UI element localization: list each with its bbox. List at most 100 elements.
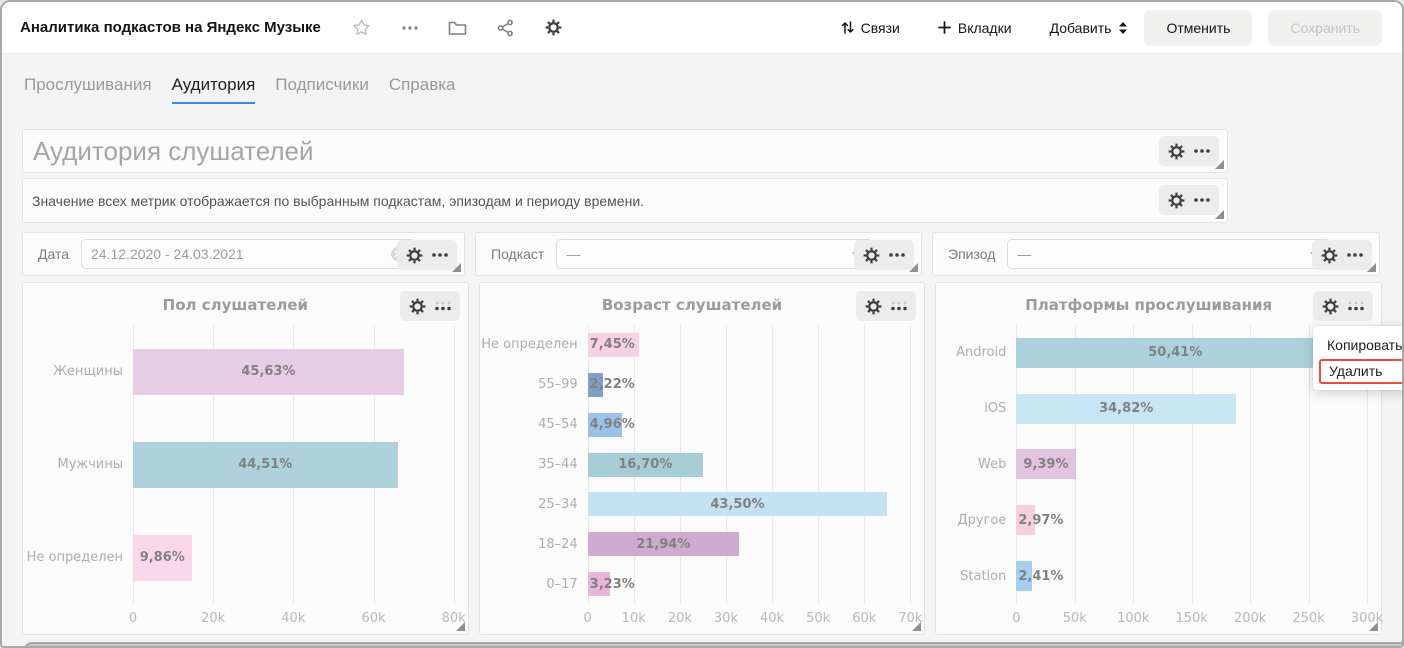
gear-icon[interactable] (409, 298, 426, 315)
charts-row: Пол слушателей Женщины Мужчины Не определе… (22, 282, 1384, 635)
share-icon[interactable] (495, 17, 517, 39)
tabs-link[interactable]: Вкладки (937, 20, 1012, 36)
tab-proslushivaniya[interactable]: Прослушивания (24, 75, 152, 94)
bar-rows: 50,41% 34,82% 9,39% 2,97% 2,41% (1016, 325, 1367, 604)
more-menu-icon[interactable] (1194, 198, 1210, 202)
bar-value-label: 2,22% (589, 377, 635, 393)
x-axis-tick: 100k (1117, 611, 1150, 626)
bar-row: 2,41% (1016, 548, 1367, 604)
bar-0–17[interactable]: 3,23% (587, 572, 635, 597)
y-axis: Android iOS Web Другое Station (946, 325, 1016, 604)
bar-value-label: 44,51% (238, 457, 293, 472)
tab-spravka[interactable]: Справка (388, 75, 456, 94)
podcast-select[interactable]: — (556, 239, 873, 269)
bar-row: 3,23% (587, 564, 911, 604)
resize-handle[interactable] (1215, 160, 1224, 169)
more-menu-icon[interactable] (889, 253, 905, 257)
bar-Web[interactable]: 9,39% (1016, 449, 1076, 480)
gear-icon[interactable] (1168, 143, 1185, 160)
bar-value-label: 21,94% (636, 536, 691, 552)
y-axis-label: Android (956, 345, 1007, 361)
gridline (910, 325, 912, 604)
resize-handle[interactable] (912, 622, 922, 631)
cancel-button[interactable]: Отменить (1144, 9, 1253, 46)
bar-Не определен[interactable]: 9,86% (133, 534, 192, 581)
bar-35–44[interactable]: 16,70% (587, 452, 703, 477)
tab-podpischiki[interactable]: Подписчики (275, 75, 369, 94)
menu-item-delete[interactable]: Удалить (1329, 363, 1383, 379)
dashboard-title: Аналитика подкастов на Яндекс Музыке (20, 19, 321, 36)
y-axis-label: 45–54 (538, 417, 578, 433)
x-axis-tick: 0 (128, 611, 138, 626)
more-menu-icon[interactable] (434, 301, 451, 311)
gear-icon[interactable] (1168, 192, 1185, 209)
x-axis-tick: 300k (1350, 611, 1384, 626)
bar-18–24[interactable]: 21,94% (587, 532, 739, 557)
add-dropdown[interactable]: Добавить (1050, 20, 1129, 36)
bar-Не определен[interactable]: 7,45% (587, 332, 639, 357)
more-menu-icon[interactable] (1194, 149, 1210, 153)
gridline (772, 325, 774, 604)
x-axis: 0 20k 40k 60k 80k (129, 611, 466, 627)
bar-Другое[interactable]: 2,97% (1016, 505, 1063, 536)
bar-Android[interactable]: 50,41% (1016, 337, 1335, 368)
filter-label: Дата (38, 246, 70, 262)
star-icon[interactable] (351, 17, 373, 39)
bar-25–34[interactable]: 43,50% (587, 492, 888, 517)
resize-handle[interactable] (909, 263, 918, 272)
date-range-input[interactable]: 24.12.2020 - 24.03.2021 (81, 239, 416, 269)
more-menu-icon[interactable] (1348, 301, 1364, 311)
folder-icon[interactable] (447, 17, 469, 39)
bar-Женщины[interactable]: 45,63% (133, 348, 404, 395)
y-axis-label: 0–17 (546, 576, 578, 592)
gear-icon[interactable] (865, 298, 882, 315)
y-axis-label: Женщины (53, 364, 123, 379)
plus-icon (937, 21, 951, 34)
x-axis-tick: 20k (667, 611, 692, 626)
bar-value-label: 9,39% (1023, 456, 1069, 472)
bar-row: 2,97% (1016, 492, 1367, 548)
menu-item-copy[interactable]: Копировать (1327, 337, 1403, 353)
resize-handle[interactable] (1215, 210, 1224, 219)
bar-value-label: 4,96% (589, 417, 635, 433)
resize-handle[interactable] (1369, 622, 1379, 631)
more-icon[interactable] (399, 17, 421, 39)
resize-handle[interactable] (1367, 263, 1376, 272)
bar-iOS[interactable]: 34,82% (1016, 393, 1237, 424)
date-range-value: 24.12.2020 - 24.03.2021 (91, 246, 244, 262)
gear-icon[interactable] (543, 17, 565, 39)
gridline (1367, 325, 1369, 604)
gear-icon[interactable] (406, 247, 423, 264)
bar-value-label: 3,23% (589, 576, 635, 592)
filter-episode: Эпизод — (932, 232, 1380, 276)
widget-controls (1159, 185, 1219, 215)
more-menu-icon[interactable] (891, 301, 908, 311)
x-axis-tick: 0 (583, 611, 592, 626)
page-title: Аудитория слушателей (33, 135, 314, 166)
episode-select-value: — (1017, 246, 1032, 262)
bar-Station[interactable]: 2,41% (1016, 561, 1063, 592)
episode-select[interactable]: — (1007, 239, 1331, 269)
resize-handle[interactable] (455, 622, 465, 631)
gear-icon[interactable] (863, 247, 880, 264)
resize-handle[interactable] (452, 263, 461, 272)
bar-55–99[interactable]: 2,22% (587, 372, 635, 397)
widget-controls (1313, 291, 1374, 321)
gridline (818, 325, 820, 604)
more-menu-icon[interactable] (1347, 253, 1363, 257)
tab-auditoriya[interactable]: Аудитория (171, 75, 256, 104)
gear-icon[interactable] (1321, 247, 1338, 264)
y-axis-label: Не определен (26, 550, 123, 565)
chart-title: Возраст слушателей (601, 296, 783, 314)
x-axis-tick: 60k (852, 611, 877, 626)
gear-icon[interactable] (1322, 298, 1339, 315)
bar-Мужчины[interactable]: 44,51% (133, 441, 398, 488)
bar-value-label: 50,41% (1148, 345, 1203, 361)
bar-row: 16,70% (587, 445, 911, 485)
bar-row: 45,63% (133, 325, 454, 418)
save-button[interactable]: Сохранить (1268, 9, 1382, 46)
bar-45–54[interactable]: 4,96% (587, 412, 635, 437)
filters-row: Дата 24.12.2020 - 24.03.2021 Подкаст — (22, 232, 1382, 276)
relations-link[interactable]: Связи (841, 20, 900, 36)
more-menu-icon[interactable] (432, 253, 448, 257)
